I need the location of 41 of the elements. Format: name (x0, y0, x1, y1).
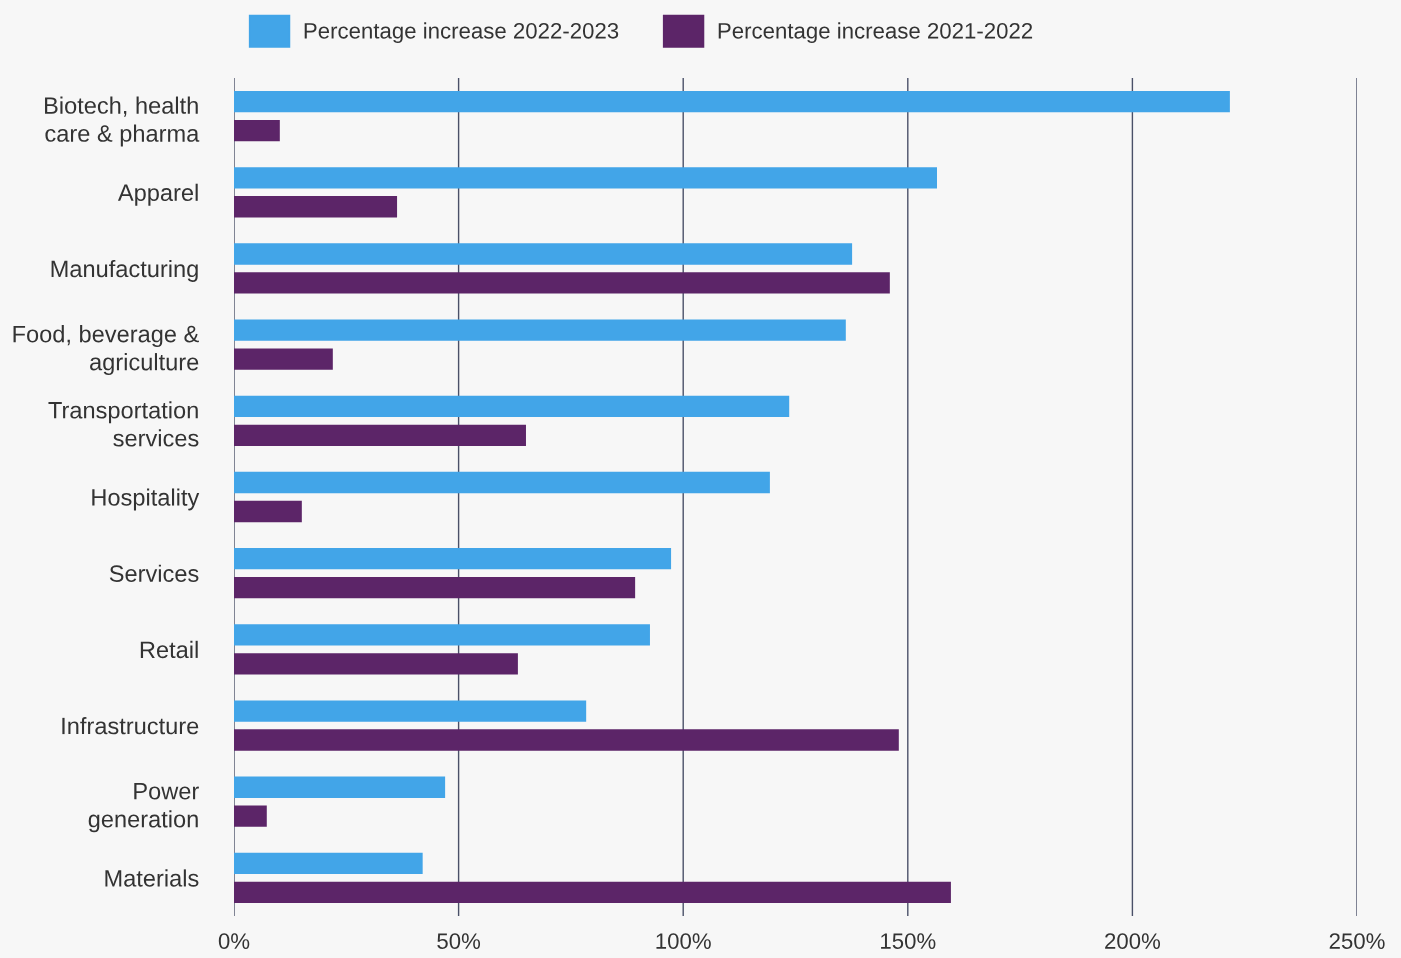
y-tick-label: Transportation services (48, 401, 199, 447)
bar (234, 272, 890, 294)
bar (234, 90, 1230, 113)
y-tick-label: Apparel (117, 183, 198, 206)
bar (234, 548, 672, 570)
bar (234, 653, 518, 675)
y-tick-label: Hospitality (92, 488, 200, 511)
y-tick-label: Retail (140, 640, 198, 659)
x-tick-label: 150% (881, 933, 936, 949)
y-tick-label: Food, beverage & agriculture (13, 325, 199, 376)
bar (234, 196, 398, 218)
bar (234, 395, 790, 418)
bar (234, 852, 423, 875)
y-tick-label: Manufacturing (51, 259, 198, 282)
bar (234, 243, 853, 265)
legend-label: Percentage increase 2021-2022 (718, 22, 1033, 44)
bar (234, 119, 280, 142)
bar (234, 881, 951, 904)
y-tick-label: Materials (105, 869, 199, 887)
bar (234, 167, 937, 189)
bar (234, 500, 302, 523)
bar (234, 348, 333, 370)
bar (234, 319, 846, 341)
y-tick-label: Power generation (88, 783, 199, 833)
bar (234, 729, 899, 751)
bar (234, 700, 587, 722)
x-tick-label: 200% (1105, 933, 1161, 949)
y-tick-label: Services (109, 564, 199, 582)
x-tick-label: 250% (1329, 933, 1385, 949)
bar (234, 424, 526, 446)
x-tick-label: 100% (656, 933, 711, 949)
bar (234, 805, 267, 827)
legend-label: Percentage increase 2022-2023 (304, 22, 619, 44)
bar (234, 776, 446, 798)
bar (234, 471, 770, 494)
y-tick-label: Infrastructure (62, 717, 199, 735)
bar (234, 624, 650, 646)
x-tick-label: 50% (437, 933, 481, 949)
bar (234, 576, 636, 599)
y-tick-label: Biotech, health care & pharma (45, 96, 200, 147)
x-tick-label: 0% (218, 933, 250, 949)
